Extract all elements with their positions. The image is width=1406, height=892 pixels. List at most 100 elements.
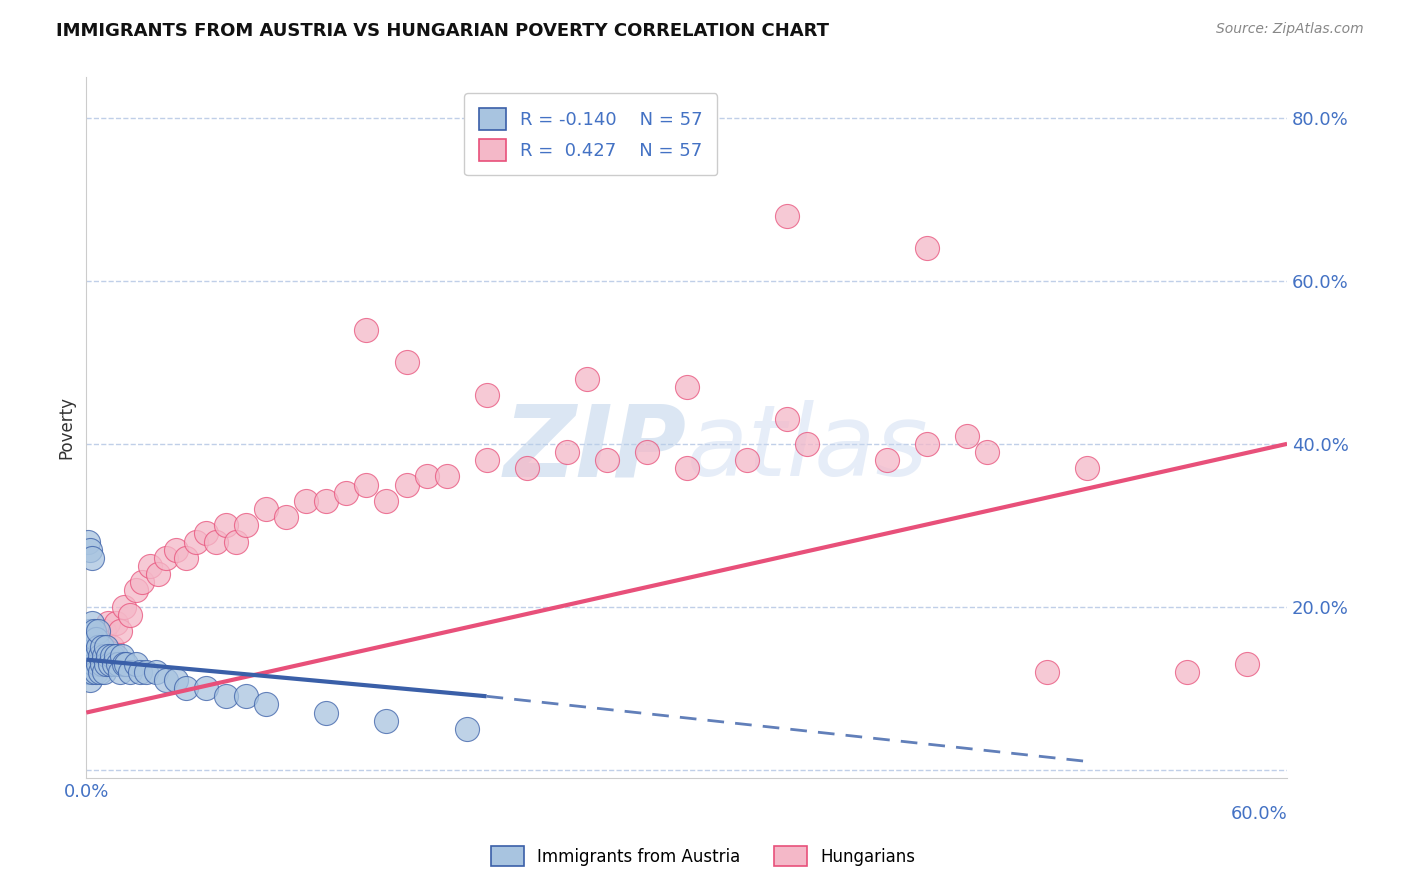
Point (155, 673, 177, 687)
Point (915, 242, 938, 256)
Point (176, 681, 198, 695)
Point (555, 445, 578, 459)
Point (82, 648, 104, 663)
Point (315, 493, 337, 508)
Point (79, 657, 101, 671)
Point (111, 648, 134, 663)
Point (956, 428, 979, 442)
Point (225, 534, 247, 549)
Point (79, 673, 101, 687)
Point (1175, 665, 1198, 679)
Point (205, 534, 228, 549)
Point (82, 648, 104, 663)
Point (83, 624, 105, 639)
Point (735, 453, 758, 467)
Point (83, 640, 105, 655)
Point (315, 706, 337, 720)
Point (97, 648, 120, 663)
Point (235, 690, 257, 704)
Point (103, 657, 125, 671)
Legend: Immigrants from Austria, Hungarians: Immigrants from Austria, Hungarians (482, 838, 924, 875)
Point (145, 665, 167, 679)
Point (79, 542, 101, 557)
Point (107, 657, 129, 671)
Point (215, 690, 238, 704)
Point (82, 550, 104, 565)
Point (148, 567, 170, 582)
Point (110, 624, 132, 639)
Point (915, 437, 938, 451)
Point (91, 657, 114, 671)
Point (516, 461, 538, 475)
Point (335, 485, 357, 500)
Point (101, 640, 124, 655)
Point (375, 493, 398, 508)
Point (976, 445, 998, 459)
Point (84, 632, 107, 647)
Point (395, 477, 418, 491)
Point (120, 665, 142, 679)
Point (77, 648, 100, 663)
Point (375, 714, 398, 728)
Point (456, 722, 478, 736)
Point (186, 534, 208, 549)
Point (105, 615, 128, 630)
Point (93, 665, 115, 679)
Point (112, 599, 135, 614)
Point (475, 388, 498, 402)
Point (1236, 657, 1258, 671)
Point (176, 550, 198, 565)
Point (87, 624, 110, 639)
Point (89, 665, 111, 679)
Point (776, 412, 799, 426)
Point (87, 657, 110, 671)
Point (1036, 665, 1059, 679)
Text: atlas: atlas (686, 401, 928, 497)
Text: 60.0%: 60.0% (1230, 805, 1286, 823)
Point (77, 534, 100, 549)
Legend: R = -0.140    N = 57, R =  0.427    N = 57: R = -0.140 N = 57, R = 0.427 N = 57 (464, 94, 717, 176)
Point (636, 445, 658, 459)
Point (215, 518, 238, 533)
Point (93, 624, 115, 639)
Point (276, 510, 298, 524)
Point (876, 453, 898, 467)
Point (356, 477, 378, 491)
Point (83, 657, 105, 671)
Point (395, 355, 418, 369)
Point (82, 615, 104, 630)
Point (254, 698, 277, 712)
Point (129, 665, 152, 679)
Point (93, 648, 115, 663)
Point (96, 657, 118, 671)
Point (112, 657, 135, 671)
Point (79, 624, 101, 639)
Point (195, 526, 218, 541)
Point (796, 437, 818, 451)
Point (77, 665, 100, 679)
Point (295, 493, 318, 508)
Point (675, 461, 697, 475)
Point (82, 632, 104, 647)
Point (77, 657, 100, 671)
Point (84, 665, 107, 679)
Point (165, 542, 187, 557)
Text: IMMIGRANTS FROM AUSTRIA VS HUNGARIAN POVERTY CORRELATION CHART: IMMIGRANTS FROM AUSTRIA VS HUNGARIAN POV… (56, 22, 830, 40)
Point (87, 640, 110, 655)
Point (84, 648, 107, 663)
Point (91, 640, 114, 655)
Point (135, 665, 157, 679)
Point (125, 583, 148, 598)
Point (82, 665, 104, 679)
Point (1076, 461, 1098, 475)
Point (595, 453, 617, 467)
Point (356, 323, 378, 337)
Point (120, 607, 142, 622)
Point (105, 648, 128, 663)
Point (77, 632, 100, 647)
Point (415, 469, 437, 483)
Point (165, 673, 187, 687)
Point (131, 575, 153, 590)
Point (84, 640, 107, 655)
Point (101, 648, 124, 663)
